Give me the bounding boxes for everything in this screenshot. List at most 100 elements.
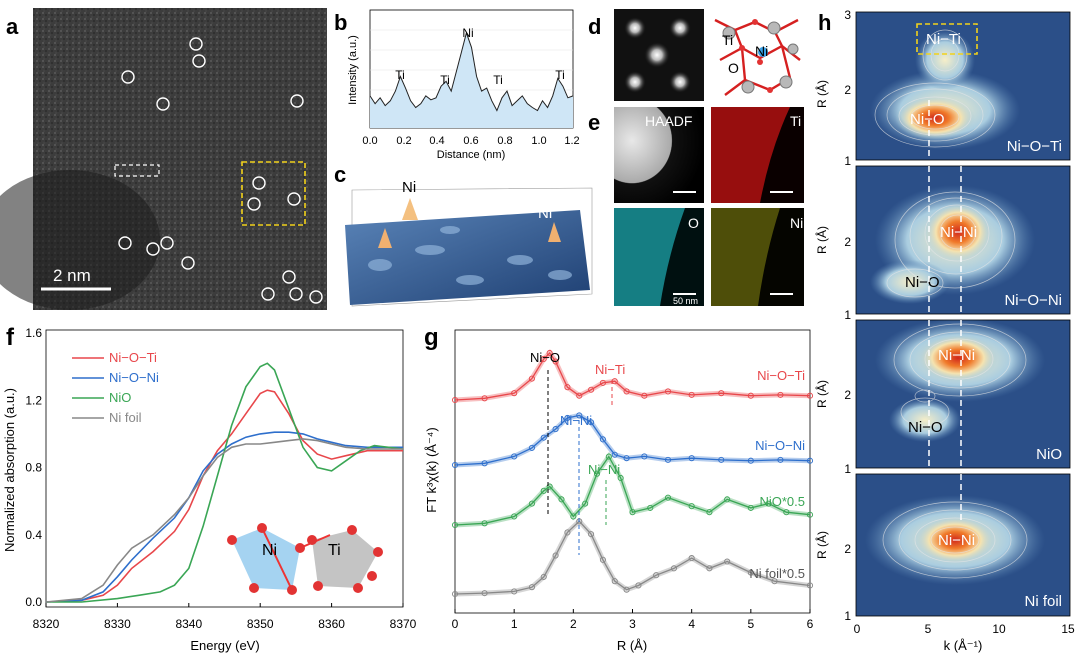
wt-ytick: 2 xyxy=(844,235,851,249)
g-xtick: 0 xyxy=(452,617,459,631)
b-xtick: 0.0 xyxy=(362,135,377,147)
g-data-point xyxy=(747,504,754,511)
legend-f-label: Ni−O−Ni xyxy=(109,370,159,385)
plot-f-frame xyxy=(45,329,404,608)
g-data-point xyxy=(806,392,814,399)
plot-g-ylabel: FT k³χ(k) (Å⁻⁴) xyxy=(424,427,439,512)
g-data-point xyxy=(451,521,459,529)
wt-title: Ni foil xyxy=(1024,593,1062,610)
g-annot: Ni−Ti xyxy=(595,362,625,377)
c-label: Ni xyxy=(538,205,552,222)
g-data-point xyxy=(540,355,547,363)
b-xtick: 0.2 xyxy=(396,135,411,147)
f-ytick: 0.4 xyxy=(25,528,42,542)
g-data-point xyxy=(688,503,695,510)
plot-f-series xyxy=(45,362,404,603)
wt-ytick: 2 xyxy=(844,542,851,556)
g-data-point xyxy=(511,390,518,397)
g-data-point xyxy=(588,531,595,538)
eds-label: Ti xyxy=(790,113,801,129)
g-xtick: 4 xyxy=(688,617,695,631)
wt-title: NiO xyxy=(1036,446,1062,463)
g-xtick: 6 xyxy=(807,617,814,631)
g-data-point xyxy=(528,584,535,591)
g-data-point xyxy=(718,390,725,397)
b-peak-label: Ti xyxy=(493,73,503,87)
wt-map-nio: Ni−Ni Ni−O NiO 1 2 R (Å) xyxy=(814,318,1071,476)
g-data-point xyxy=(688,455,695,462)
g-data-point xyxy=(564,384,571,391)
g-data-point xyxy=(451,461,459,469)
b-peak-label: Ti xyxy=(555,68,565,82)
wt-ylabel: R (Å) xyxy=(814,531,829,559)
plot-b-xlabel: Distance (nm) xyxy=(437,149,505,161)
c-label: Ni xyxy=(402,179,416,196)
g-data-point xyxy=(653,572,660,579)
g-data-point xyxy=(765,500,772,507)
g-data-point xyxy=(511,588,518,595)
g-data-point xyxy=(481,590,488,597)
panel-a: a 2 nm xyxy=(0,8,327,310)
eds-ni-signal xyxy=(711,208,780,306)
f-ytick: 1.2 xyxy=(25,393,42,407)
g-data-point xyxy=(570,513,577,520)
plot-f-ylabel: Normalized absorption (a.u.) xyxy=(2,388,17,552)
g-xtick: 3 xyxy=(629,617,636,631)
g-xtick: 1 xyxy=(511,617,518,631)
wt-ylabel: R (Å) xyxy=(814,80,829,108)
g-annot: Ni−O xyxy=(530,350,560,365)
f-xtick: 8370 xyxy=(390,617,417,631)
g-data-point xyxy=(623,455,630,462)
g-data-point xyxy=(605,453,612,460)
g-data-point xyxy=(540,487,547,494)
g-series-line xyxy=(454,455,811,526)
g-data-point xyxy=(552,552,559,559)
tem-dark-region xyxy=(0,170,160,310)
panel-f-letter: f xyxy=(6,324,15,351)
g-data-point xyxy=(777,456,784,463)
panel-d: d Ti Ni O xyxy=(588,9,804,101)
panel-h: h Ni−Ti Ni−O Ni−O−Ti 1 2 3 R (Å) xyxy=(814,8,1075,653)
g-data-point xyxy=(806,511,814,518)
g-data-point xyxy=(706,509,713,516)
g-data-point xyxy=(481,520,488,527)
wt-xlabel: k (Å⁻¹) xyxy=(944,638,983,653)
g-data-point xyxy=(783,509,790,516)
f-series-line xyxy=(45,389,403,603)
g-data-point xyxy=(451,590,459,598)
panel-b-letter: b xyxy=(334,10,347,35)
f-ytick: 0.0 xyxy=(25,595,42,609)
legend-f-label: Ni−O−Ti xyxy=(109,350,157,365)
g-data-point xyxy=(588,386,595,393)
wt-title: Ni−O−Ti xyxy=(1007,138,1062,155)
g-data-point xyxy=(706,565,713,572)
b-xtick: 0.6 xyxy=(463,135,478,147)
surface-peak xyxy=(402,198,418,220)
eds-o-signal xyxy=(614,208,685,306)
g-data-point xyxy=(576,412,583,419)
wt-ytick: 1 xyxy=(844,308,851,322)
wt-xtick: 0 xyxy=(854,622,861,636)
wt-label: Ni−Ni xyxy=(940,224,977,241)
g-data-point xyxy=(641,392,648,399)
g-data-point xyxy=(451,396,459,404)
g-data-point xyxy=(546,349,553,357)
g-data-point xyxy=(528,444,535,451)
g-data-point xyxy=(688,391,695,398)
g-xtick: 5 xyxy=(747,617,754,631)
b-peak-label: Ni xyxy=(462,26,473,40)
wt-ytick: 2 xyxy=(844,388,851,402)
model-ti-atoms xyxy=(722,21,799,94)
g-series-band xyxy=(454,517,811,597)
g-series-line xyxy=(454,414,811,466)
g-data-point xyxy=(664,456,672,463)
plot-g-xticks: 0 1 2 3 4 5 6 xyxy=(452,609,814,631)
g-data-point xyxy=(528,375,535,382)
model-ni-atom xyxy=(758,47,768,57)
g-data-point xyxy=(558,496,565,503)
surface-ridges xyxy=(368,226,572,285)
g-data-point xyxy=(588,419,595,426)
g-data-point xyxy=(582,500,589,507)
g-data-point xyxy=(611,578,618,585)
plot-f-xlabel: Energy (eV) xyxy=(190,638,259,653)
